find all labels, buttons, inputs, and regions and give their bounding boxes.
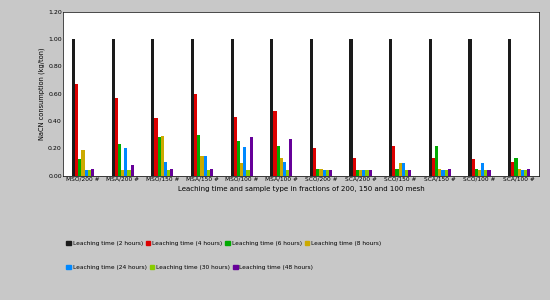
Bar <box>78 159 81 175</box>
Bar <box>85 170 88 176</box>
Bar <box>194 94 197 176</box>
Legend: Leaching time (24 hours), Leaching time (30 hours), Leaching time (48 hours): Leaching time (24 hours), Leaching time … <box>66 265 314 270</box>
Bar <box>475 169 478 176</box>
Bar <box>286 170 289 176</box>
Bar <box>438 169 442 176</box>
Bar <box>435 146 438 176</box>
Bar <box>402 163 405 176</box>
Bar <box>280 158 283 176</box>
Bar <box>234 117 237 176</box>
Y-axis label: NaCN consumption (kg/ton): NaCN consumption (kg/ton) <box>39 47 45 140</box>
Bar <box>389 39 392 176</box>
Bar <box>88 170 91 176</box>
Bar <box>508 39 512 176</box>
Bar <box>191 39 194 176</box>
Bar <box>521 170 524 176</box>
Bar <box>329 170 332 176</box>
Bar <box>240 163 243 176</box>
Bar <box>197 135 200 176</box>
Bar <box>170 169 173 176</box>
Bar <box>524 170 527 176</box>
Bar <box>112 39 115 176</box>
Bar <box>246 170 250 176</box>
Bar <box>204 156 207 176</box>
Bar <box>273 112 277 176</box>
Bar <box>161 136 164 176</box>
Bar <box>487 170 491 176</box>
Bar <box>444 170 448 176</box>
Bar <box>527 169 530 176</box>
Bar <box>310 39 313 176</box>
Bar <box>200 156 204 176</box>
Bar <box>326 170 329 176</box>
Bar <box>289 139 293 175</box>
Bar <box>277 146 280 176</box>
Bar <box>399 163 402 176</box>
Bar <box>514 158 518 176</box>
Bar <box>518 169 521 176</box>
Bar <box>485 170 487 176</box>
Bar <box>432 158 435 176</box>
Bar <box>316 169 320 176</box>
Bar <box>115 98 118 176</box>
Bar <box>313 148 316 175</box>
Bar <box>250 137 253 176</box>
Bar <box>448 169 451 176</box>
Bar <box>353 158 356 176</box>
Bar <box>471 159 475 175</box>
Bar <box>128 170 131 176</box>
Bar <box>270 39 273 176</box>
Bar <box>81 150 85 175</box>
Bar <box>392 146 395 176</box>
Bar <box>75 84 78 176</box>
Bar <box>131 165 134 176</box>
Bar <box>124 148 128 175</box>
Bar <box>408 170 411 176</box>
Bar <box>207 170 210 176</box>
Bar <box>442 170 444 176</box>
Bar <box>481 163 485 176</box>
X-axis label: Leaching time and sample type in fractions of 200, 150 and 100 mesh: Leaching time and sample type in fractio… <box>178 186 425 192</box>
Bar <box>164 162 167 175</box>
Bar <box>237 141 240 175</box>
Bar <box>158 137 161 176</box>
Bar <box>512 162 514 175</box>
Bar <box>469 39 471 176</box>
Bar <box>322 170 326 176</box>
Bar <box>368 170 372 176</box>
Bar <box>429 39 432 176</box>
Bar <box>167 170 170 176</box>
Bar <box>320 169 322 176</box>
Bar <box>356 170 359 176</box>
Bar <box>151 39 155 176</box>
Bar <box>91 169 94 176</box>
Bar <box>395 169 399 176</box>
Bar <box>359 170 362 176</box>
Bar <box>118 144 121 175</box>
Bar <box>362 170 365 176</box>
Bar <box>349 39 353 176</box>
Bar <box>243 147 246 176</box>
Bar <box>155 118 158 176</box>
Bar <box>365 170 369 176</box>
Bar <box>230 39 234 176</box>
Bar <box>283 162 286 175</box>
Bar <box>121 170 124 176</box>
Bar <box>72 39 75 176</box>
Bar <box>478 170 481 176</box>
Bar <box>405 170 408 176</box>
Bar <box>210 169 213 176</box>
